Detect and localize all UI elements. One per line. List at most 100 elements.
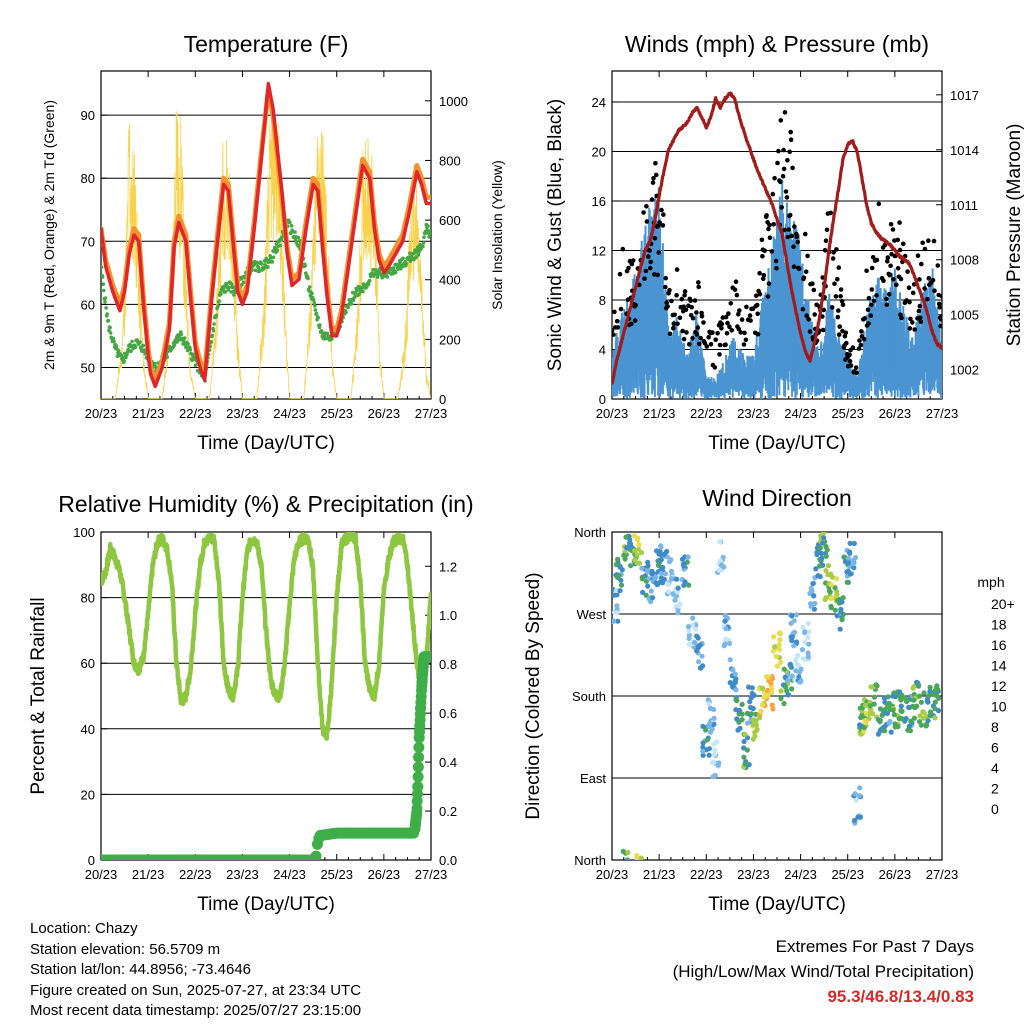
dewpoint-point [165, 355, 169, 359]
gust-point [936, 301, 942, 307]
direction-point [749, 685, 755, 691]
dewpoint-point [310, 291, 314, 296]
direction-point [839, 599, 845, 605]
dewpoint-point [427, 235, 431, 239]
gust-point [618, 306, 624, 312]
gust-point [908, 316, 913, 322]
dewpoint-point [111, 336, 116, 341]
direction-point [861, 725, 867, 731]
dewpoint-point [214, 313, 219, 318]
direction-point [891, 712, 898, 718]
precip-point [310, 850, 322, 860]
gust-point [651, 175, 656, 181]
gust-point [629, 321, 634, 327]
direction-point [636, 560, 643, 566]
direction-point [733, 687, 739, 693]
gust-point [723, 342, 728, 348]
x-tick-label: 24/23 [273, 867, 306, 882]
extremes-summary: Extremes For Past 7 Days (High/Low/Max W… [673, 934, 974, 1009]
gust-point [784, 195, 790, 200]
dewpoint-point [152, 361, 157, 366]
gust-point [788, 137, 794, 142]
colorbar-label: 14 [991, 658, 1007, 674]
direction-point [857, 722, 863, 728]
gust-point [738, 330, 743, 335]
gust-point [661, 212, 666, 217]
direction-point [747, 699, 753, 705]
gust-point [744, 304, 749, 310]
dewpoint-point [229, 282, 234, 287]
direction-point [681, 563, 687, 569]
chart-humidity: Relative Humidity (%) & Precipitation (i… [28, 491, 474, 915]
direction-point [787, 661, 794, 667]
direction-point [739, 711, 745, 717]
direction-point [819, 555, 825, 561]
gust-point [649, 197, 655, 202]
series-relative-humidity [101, 532, 431, 741]
x-tick-label: 23/23 [226, 867, 259, 882]
gust-point [727, 324, 732, 330]
gust-point [787, 149, 792, 155]
direction-point [640, 589, 646, 596]
direction-point [851, 817, 858, 824]
dewpoint-point [270, 260, 275, 264]
direction-point [627, 542, 633, 548]
gust-point [807, 329, 813, 334]
gust-point [775, 160, 780, 166]
gust-point [917, 277, 922, 282]
direction-point [834, 613, 840, 619]
gust-point [757, 291, 763, 297]
dewpoint-point [241, 280, 246, 285]
direction-point [634, 853, 640, 859]
x-tick-label: 27/23 [415, 867, 448, 882]
gust-point [907, 299, 912, 305]
dewpoint-point [416, 253, 421, 257]
gust-point [747, 313, 753, 318]
dewpoint-point [101, 282, 106, 287]
x-tick-label: 22/23 [690, 406, 723, 421]
y-right-axis-label: Station Pressure (Maroon) [1004, 124, 1024, 347]
gust-point [868, 313, 874, 319]
gust-point [654, 172, 659, 178]
direction-point [691, 639, 698, 645]
dewpoint-point [124, 355, 128, 360]
gust-point [898, 276, 904, 282]
gust-point [787, 212, 793, 218]
direction-point [802, 629, 808, 635]
dewpoint-point [307, 285, 312, 289]
dewpoint-point [421, 241, 426, 245]
dewpoint-point [316, 315, 321, 320]
gust-point [836, 265, 842, 270]
direction-point [777, 637, 783, 643]
direction-point [771, 634, 777, 640]
direction-point [765, 693, 771, 699]
dewpoint-point [257, 269, 262, 274]
direction-point [697, 665, 704, 671]
dewpoint-point [306, 276, 310, 281]
direction-point [840, 595, 846, 601]
dewpoint-point [227, 285, 231, 290]
gust-point [801, 275, 807, 281]
y-right-tick-label: 0.8 [439, 657, 457, 672]
gust-point [800, 306, 806, 312]
direction-point [631, 533, 638, 539]
dewpoint-point [101, 265, 104, 269]
chart-title: Winds (mph) & Pressure (mb) [625, 31, 929, 57]
dewpoint-point [361, 289, 365, 294]
dewpoint-point [313, 304, 317, 308]
direction-point [906, 723, 912, 729]
direction-point [838, 606, 844, 613]
direction-point [888, 729, 894, 735]
dewpoint-point [257, 266, 261, 270]
direction-point [648, 588, 654, 594]
direction-point [773, 653, 779, 660]
direction-point [853, 797, 859, 803]
direction-point [712, 747, 718, 753]
gust-point [726, 311, 731, 316]
x-tick-label: 25/23 [320, 867, 353, 882]
direction-point [700, 744, 706, 751]
direction-point [635, 537, 641, 543]
gust-point [695, 325, 701, 330]
direction-point [703, 727, 709, 733]
direction-point [730, 667, 736, 673]
